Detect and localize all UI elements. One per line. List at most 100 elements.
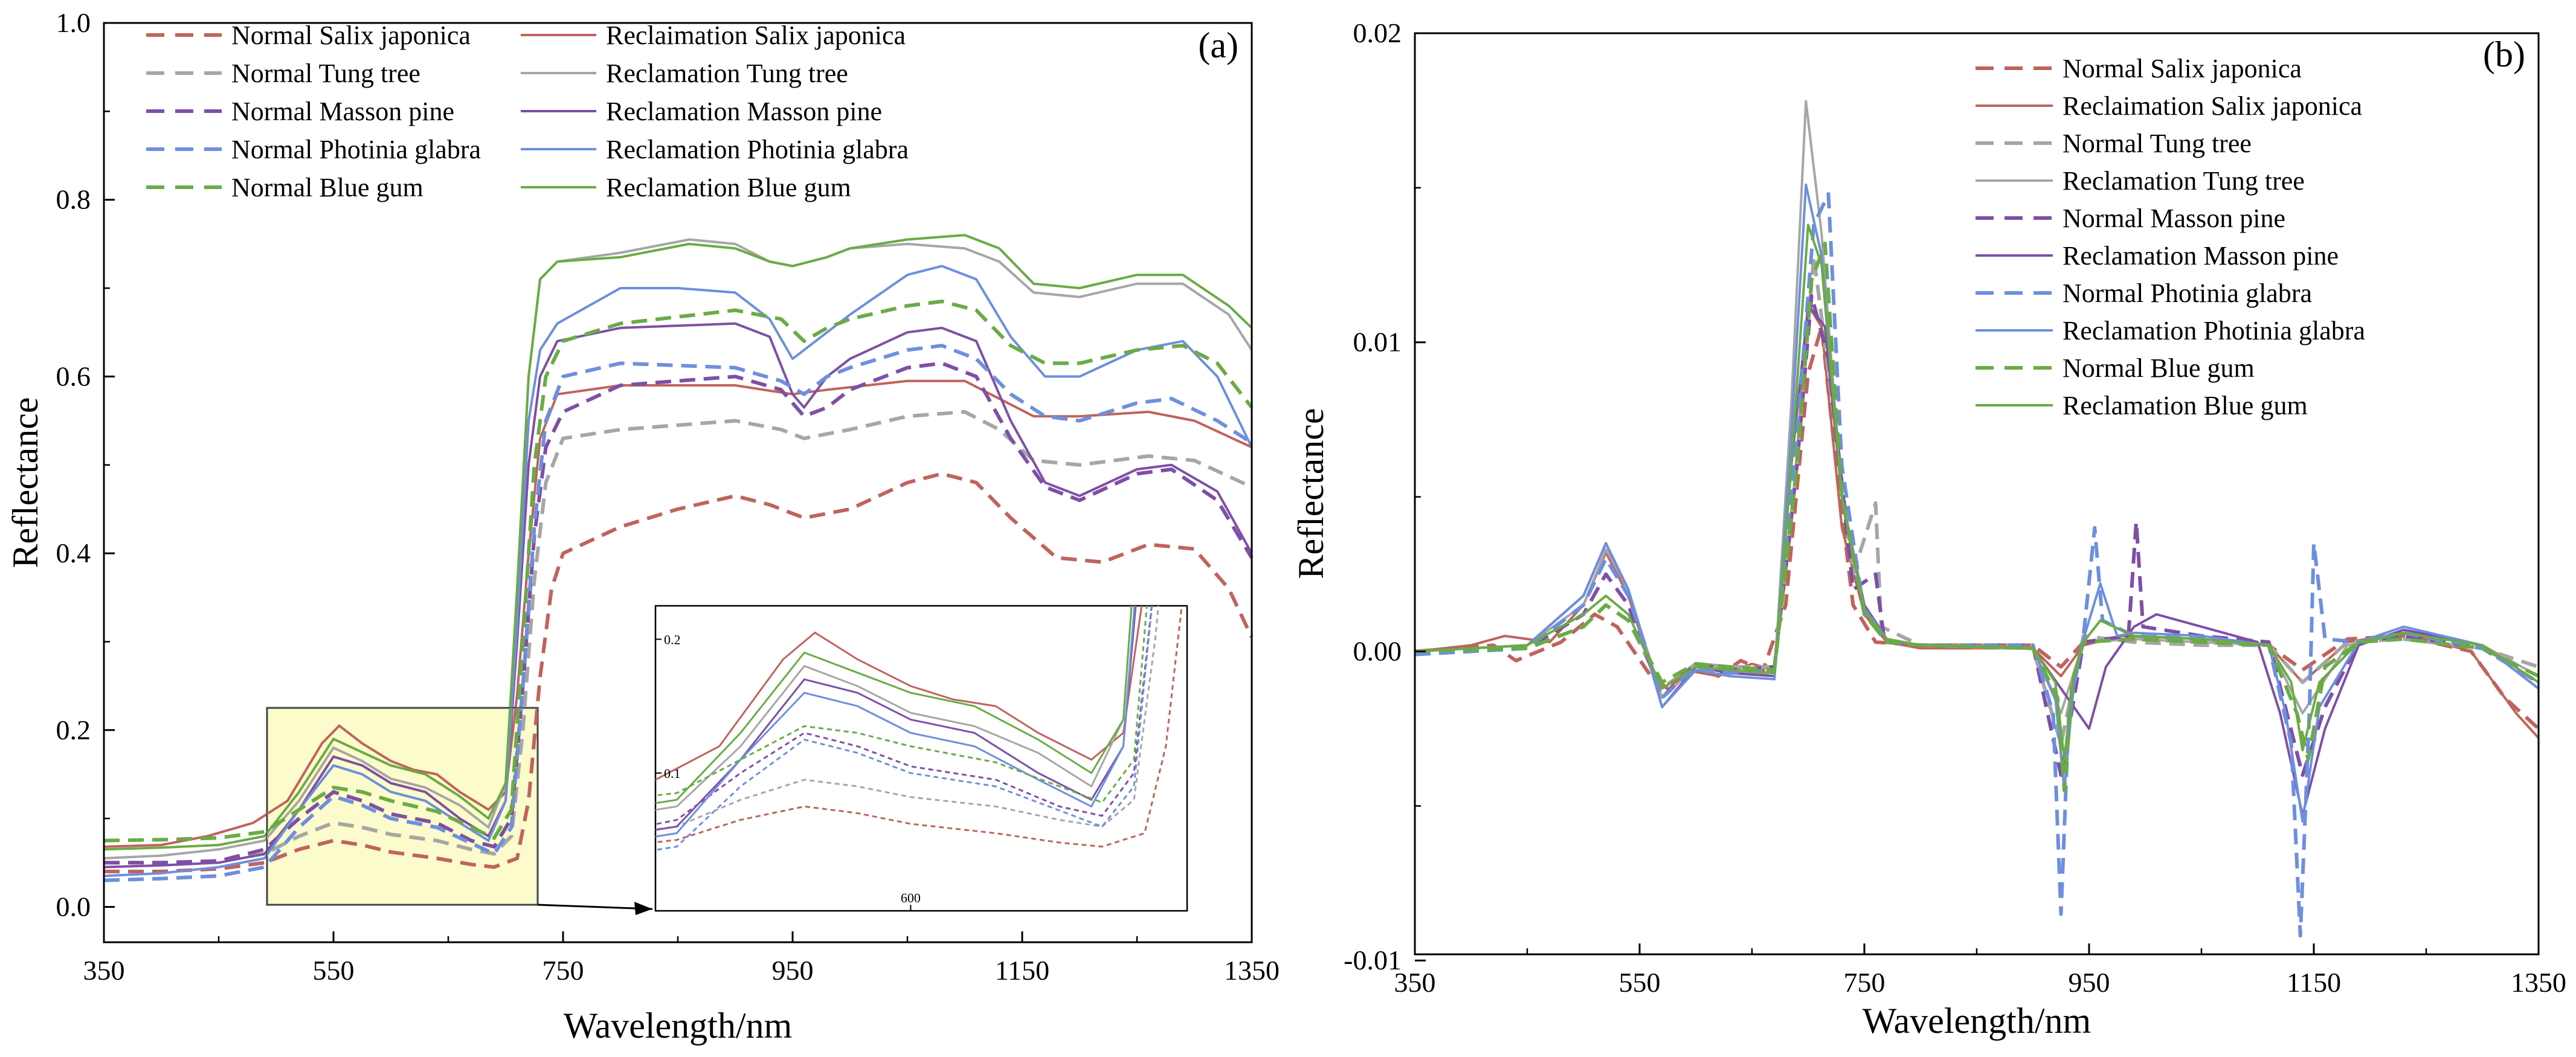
panel-a-series-in-region bbox=[267, 708, 538, 869]
region-series-line-normal-tung-tree bbox=[267, 708, 527, 856]
inset-line-normal-blue-gum bbox=[655, 606, 1148, 804]
inset-line-reclamation-blue-gum bbox=[655, 606, 1133, 805]
panel-b-series bbox=[1414, 100, 2540, 938]
x-tick-label: 350 bbox=[83, 955, 125, 986]
x-tick-label: 550 bbox=[1619, 967, 1661, 998]
inset-ticks: 0.1 0.2 600 bbox=[655, 632, 921, 911]
panel-b-y-axis-title: Reflectance bbox=[1291, 408, 1331, 579]
region-series-line-reclamation-photinia-glabra bbox=[267, 708, 513, 857]
legend-item-reclamation-masson-pine: Reclamation Masson pine bbox=[1975, 241, 2339, 271]
panel-a-label: (a) bbox=[1198, 25, 1238, 65]
legend-item-normal-salix-japonica: Normal Salix japonica bbox=[146, 21, 471, 50]
panel-a-zoom-arrow bbox=[537, 904, 653, 910]
inset-background bbox=[654, 605, 1188, 912]
legend-item-reclaimation-salix-japonica: Reclaimation Salix japonica bbox=[1975, 91, 2362, 121]
legend-item-normal-photinia-glabra: Normal Photinia glabra bbox=[1975, 278, 2312, 308]
panel-a-ticks: 350 550 750 950 1150 1350 0.0 0.2 0.4 0.6 0.8 1.0 bbox=[56, 7, 1280, 986]
y-tick-label: 1.0 bbox=[56, 7, 91, 38]
region-series-line-normal-masson-pine bbox=[267, 708, 523, 850]
panel-b: 350 550 750 950 1150 1350 -0.01 0.00 0.01 0.02 (b… bbox=[1291, 18, 2566, 1041]
legend-label: Normal Tung tree bbox=[231, 59, 420, 88]
panel-a-legend: Normal Salix japonica Reclaimation Salix … bbox=[146, 21, 909, 202]
x-tick-label: 750 bbox=[543, 955, 584, 986]
legend-label: Reclamation Tung tree bbox=[606, 59, 848, 88]
region-series-line-reclamation-blue-gum bbox=[267, 708, 512, 835]
legend-item-normal-tung-tree: Normal Tung tree bbox=[1975, 129, 2252, 158]
legend-label: Reclamation Blue gum bbox=[2062, 391, 2308, 420]
legend-label: Reclaimation Salix japonica bbox=[2062, 91, 2362, 121]
panel-b-ticks: 350 550 750 950 1150 1350 -0.01 0.00 0.01 0.02 bbox=[1344, 18, 2566, 998]
x-tick-label: 1150 bbox=[2287, 967, 2341, 998]
series-line-normal-blue-gum bbox=[1414, 242, 2540, 792]
legend-item-normal-blue-gum: Normal Blue gum bbox=[1975, 353, 2255, 383]
region-series-group bbox=[267, 708, 538, 869]
legend-label: Normal Photinia glabra bbox=[231, 135, 481, 164]
legend-label: Reclamation Blue gum bbox=[606, 173, 851, 202]
y-tick-label: 0.6 bbox=[56, 361, 91, 391]
legend-item-reclamation-photinia-glabra: Reclamation Photinia glabra bbox=[521, 135, 909, 164]
y-tick-label: 0.02 bbox=[1353, 18, 1402, 48]
series-line-normal-photinia-glabra bbox=[103, 344, 1253, 882]
series-line-reclamation-blue-gum bbox=[1414, 223, 2540, 761]
legend-label: Normal Salix japonica bbox=[2062, 54, 2302, 83]
inset-x-tick-label: 600 bbox=[901, 890, 921, 905]
legend-label: Reclamation Tung tree bbox=[2062, 166, 2305, 196]
y-tick-label: 0.00 bbox=[1353, 635, 1402, 666]
legend-label: Reclamation Masson pine bbox=[2062, 241, 2339, 271]
series-line-normal-salix-japonica bbox=[104, 472, 1254, 873]
inset-line-reclamation-photinia-glabra bbox=[655, 606, 1136, 838]
legend-item-reclaimation-salix-japonica: Reclaimation Salix japonica bbox=[521, 21, 906, 50]
legend-label: Normal Salix japonica bbox=[231, 21, 471, 50]
series-line-normal-tung-tree bbox=[1414, 254, 2539, 746]
region-series-line-normal-blue-gum bbox=[267, 708, 521, 841]
series-line-reclamation-photinia-glabra bbox=[1414, 183, 2540, 823]
x-tick-label: 750 bbox=[1844, 967, 1885, 998]
x-tick-label: 1350 bbox=[2511, 967, 2566, 998]
panel-b-plot-frame bbox=[1414, 32, 2540, 956]
region-series-line-reclamation-tung-tree bbox=[267, 708, 512, 840]
x-tick-label: 950 bbox=[772, 955, 814, 986]
panel-b-label: (b) bbox=[2483, 34, 2525, 74]
x-tick-label: 350 bbox=[1394, 967, 1436, 998]
x-tick-label: 1150 bbox=[995, 955, 1049, 986]
legend-label: Normal Tung tree bbox=[2062, 129, 2252, 158]
series-line-reclaimation-salix-japonica bbox=[1414, 304, 2540, 739]
y-tick-label: 0.01 bbox=[1353, 327, 1402, 358]
panel-a-y-axis-title: Reflectance bbox=[5, 397, 45, 568]
region-series-line-reclaimation-salix-japonica bbox=[267, 708, 517, 816]
y-tick-label: -0.01 bbox=[1344, 945, 1402, 975]
panel-b-x-axis-title: Wavelength/nm bbox=[1863, 1001, 2091, 1041]
y-tick-label: 0.8 bbox=[56, 184, 91, 215]
y-tick-label: 0.4 bbox=[56, 538, 91, 568]
panel-a-zoom-arrowhead bbox=[634, 902, 652, 915]
inset-series bbox=[655, 606, 1183, 851]
legend-label: Reclaimation Salix japonica bbox=[606, 21, 906, 50]
x-tick-label: 550 bbox=[313, 955, 355, 986]
inset-line-reclamation-masson-pine bbox=[655, 606, 1137, 831]
legend-label: Normal Blue gum bbox=[2062, 353, 2255, 383]
panel-a: 0.1 0.2 600 350 550 750 950 1150 1350 0.0 0.2 0.4 0… bbox=[5, 7, 1280, 1046]
legend-label: Normal Masson pine bbox=[2062, 204, 2285, 233]
legend-item-normal-photinia-glabra: Normal Photinia glabra bbox=[146, 135, 481, 164]
series-line-reclamation-tung-tree bbox=[1414, 100, 2539, 715]
inset-line-reclaimation-salix-japonica bbox=[655, 606, 1143, 781]
panel-a-inset: 0.1 0.2 600 bbox=[654, 605, 1188, 912]
legend-item-reclamation-photinia-glabra: Reclamation Photinia glabra bbox=[1975, 316, 2365, 345]
y-tick-label: 0.2 bbox=[56, 715, 91, 745]
panel-a-x-axis-title: Wavelength/nm bbox=[564, 1006, 792, 1046]
inset-line-normal-photinia-glabra bbox=[655, 606, 1153, 851]
x-tick-label: 1350 bbox=[1224, 955, 1280, 986]
legend-item-normal-masson-pine: Normal Masson pine bbox=[146, 97, 454, 126]
series-line-normal-salix-japonica bbox=[1414, 325, 2540, 730]
inset-y-tick-label: 0.2 bbox=[664, 632, 681, 647]
legend-item-normal-salix-japonica: Normal Salix japonica bbox=[1975, 54, 2302, 83]
legend-label: Normal Masson pine bbox=[231, 97, 454, 126]
legend-item-reclamation-blue-gum: Reclamation Blue gum bbox=[1975, 391, 2308, 420]
legend-item-normal-masson-pine: Normal Masson pine bbox=[1975, 204, 2285, 233]
x-tick-label: 950 bbox=[2069, 967, 2110, 998]
panel-b-legend: Normal Salix japonica Reclaimation Salix … bbox=[1975, 54, 2365, 420]
legend-label: Reclamation Photinia glabra bbox=[606, 135, 909, 164]
inset-line-reclamation-tung-tree bbox=[655, 606, 1133, 811]
series-line-normal-photinia-glabra bbox=[1414, 192, 2540, 938]
